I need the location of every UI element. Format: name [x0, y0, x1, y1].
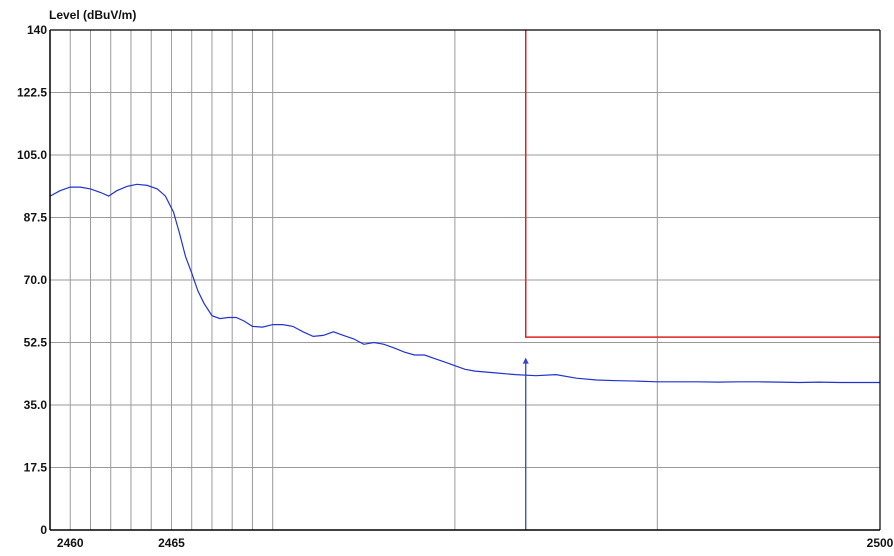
y-axis-title: Level (dBuV/m)	[49, 8, 136, 22]
x-tick-label-2: 2500	[867, 536, 894, 550]
marker-layer	[522, 357, 529, 530]
grid-layer	[50, 30, 880, 530]
axes-layer	[49, 29, 881, 531]
y-tick-label-4: 70.0	[24, 273, 48, 287]
marker-arrow-icon	[522, 357, 529, 364]
limit-line	[524, 30, 880, 338]
trace-layer	[49, 183, 880, 384]
y-tick-label-2: 35.0	[24, 398, 48, 412]
x-tick-label-0: 2460	[57, 536, 84, 550]
y-tick-label-8: 140	[27, 23, 47, 37]
y-tick-label-0: 0	[40, 523, 47, 537]
y-tick-label-3: 52.5	[24, 336, 48, 350]
limit-layer	[524, 30, 880, 338]
y-tick-label-5: 87.5	[24, 211, 48, 225]
series-line-0	[49, 183, 880, 384]
tick-layer: 0 17.5 35.0 52.5 70.0 87.5 105.0 122.5 140 2460 24…	[17, 23, 894, 550]
y-tick-label-1: 17.5	[24, 461, 48, 475]
y-tick-label-7: 122.5	[17, 86, 47, 100]
y-tick-label-6: 105.0	[17, 148, 47, 162]
x-tick-label-1: 2465	[158, 536, 185, 550]
